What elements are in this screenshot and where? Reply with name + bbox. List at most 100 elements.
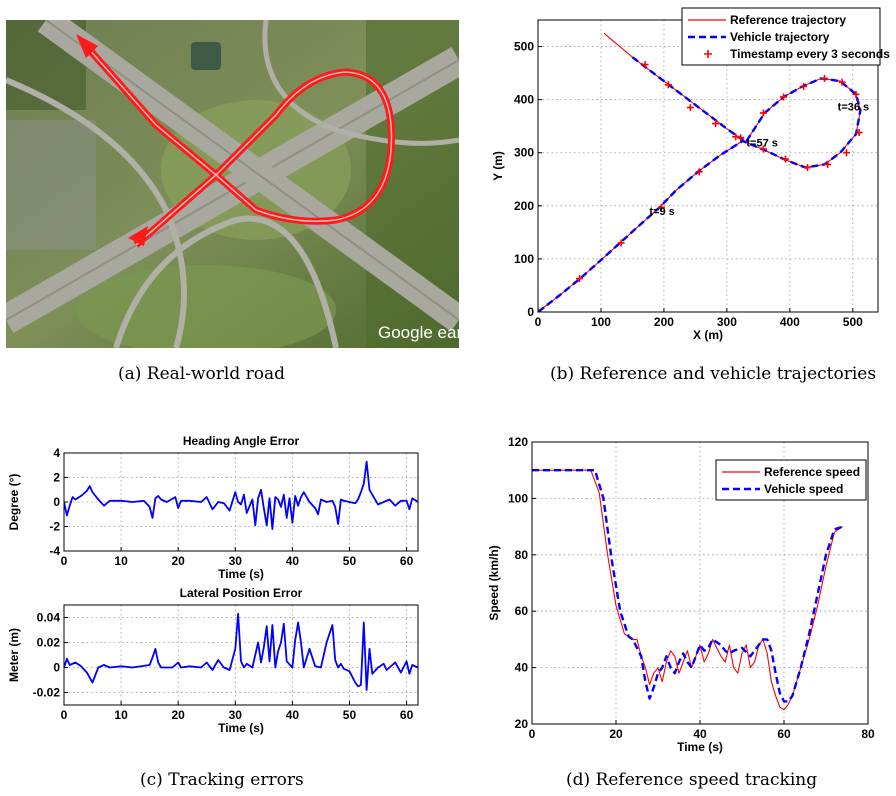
lateral-series-line [64,612,418,691]
timestamp-marker [641,61,649,69]
legend-label: Reference trajectory [730,13,846,27]
timestamp-marker [838,78,846,86]
y-tick-label: 20 [515,717,529,731]
y-axis-label: Speed (km/h) [487,545,501,620]
x-tick-label: 100 [591,315,611,329]
timestamp-marker [657,203,665,211]
vehicle-speed-line [532,469,844,703]
y-tick-label: 0 [53,495,60,509]
chart-title: Heading Angle Error [183,434,300,448]
legend-label: Timestamp every 3 seconds [730,47,890,61]
route-arrow-top [76,34,98,58]
x-tick-label: 40 [286,554,300,568]
caption-a: (a) Real-world road [118,364,285,384]
y-axis-label: Meter (m) [7,628,21,682]
y-axis-label: Y (m) [491,151,505,181]
caption-d: (d) Reference speed tracking [566,770,818,790]
timestamp-marker [820,74,828,82]
reference-speed-line [532,469,844,711]
series-group [64,460,418,530]
timestamp-marker [852,90,860,98]
x-tick-label: 0 [529,727,536,741]
y-tick-label: 300 [514,146,534,160]
x-tick-label: 0 [535,315,542,329]
x-tick-label: 500 [843,315,863,329]
timestamp-marker [843,149,851,157]
aerial-road-photo: Google earth [6,20,459,348]
y-tick-label: 100 [514,252,534,266]
x-axis-label: Time (s) [218,721,264,735]
heading-series-line [64,460,418,530]
timestamp-marker [695,168,703,176]
timestamp-marker [800,82,808,90]
x-tick-label: 10 [114,554,128,568]
y-tick-label: 0.04 [37,611,61,625]
y-tick-label: 200 [514,199,534,213]
timestamp-marker [759,109,767,117]
chart-title: Lateral Position Error [180,586,303,600]
heading-error-chart: 0 10 20 30 40 50 60 -4 -2 0 2 4 Heading Angle Error T… [7,434,419,581]
x-tick-label: 30 [229,554,243,568]
time-annotation: t=36 s [838,102,870,114]
legend-marker [704,50,712,58]
legend-label: Vehicle speed [764,482,843,496]
aerial-road-illustration: Google earth [6,20,459,348]
x-tick-label: 60 [400,554,414,568]
x-tick-label: 80 [861,727,875,741]
google-earth-watermark: Google earth [378,323,459,342]
x-tick-label: 20 [172,554,186,568]
timestamp-marker [855,129,863,137]
x-tick-label: 300 [717,315,737,329]
y-tick-label: -4 [49,544,60,558]
x-axis-label: Time (s) [677,740,723,754]
pond [191,42,221,70]
x-tick-label: 400 [780,315,800,329]
time-annotation: t=57 s [746,138,778,150]
y-tick-label: -0.02 [33,686,61,700]
x-tick-label: 20 [172,708,186,722]
timestamp-marker [824,160,832,168]
x-tick-label: 40 [693,727,707,741]
route-arrow-bottom [128,226,148,246]
x-tick-label: 50 [343,554,357,568]
y-tick-label: 120 [508,435,528,449]
y-tick-label: 4 [53,446,60,460]
timestamp-marker [712,120,720,128]
x-tick-label: 50 [343,708,357,722]
x-tick-label: 20 [609,727,623,741]
x-tick-label: 40 [286,708,300,722]
x-axis-label: X (m) [693,328,723,342]
plot-frame [531,441,869,725]
y-tick-label: 500 [514,40,534,54]
plot-frame [63,604,419,706]
timestamp-marker [737,134,745,142]
x-tick-label: 60 [400,708,414,722]
y-tick-label: -2 [49,520,60,534]
series-group [532,469,844,711]
timestamp-marker [686,104,694,112]
timestamp-marker [803,164,811,172]
x-tick-label: 30 [229,708,243,722]
y-tick-label: 2 [53,471,60,485]
y-tick-label: 0 [53,661,60,675]
y-tick-label: 400 [514,93,534,107]
timestamp-marker [617,239,625,247]
plot-area [538,20,878,312]
trajectory-chart: 0 100 200 300 400 500 0 100 200 300 400 500 t=36 s t=… [491,7,890,342]
plot-frame [63,452,419,552]
caption-b: (b) Reference and vehicle trajectories [550,364,877,384]
timestamp-marker [664,81,672,89]
x-tick-label: 200 [654,315,674,329]
x-tick-label: 60 [777,727,791,741]
series-group [538,32,863,312]
y-tick-label: 80 [515,548,529,562]
x-tick-label: 10 [114,708,128,722]
timestamp-marker [759,145,767,153]
time-annotation: t=9 s [649,206,674,218]
y-tick-label: 0.02 [37,636,61,650]
legend-label: Vehicle trajectory [730,30,830,44]
x-tick-label: 0 [61,554,68,568]
x-tick-label: 0 [61,708,68,722]
